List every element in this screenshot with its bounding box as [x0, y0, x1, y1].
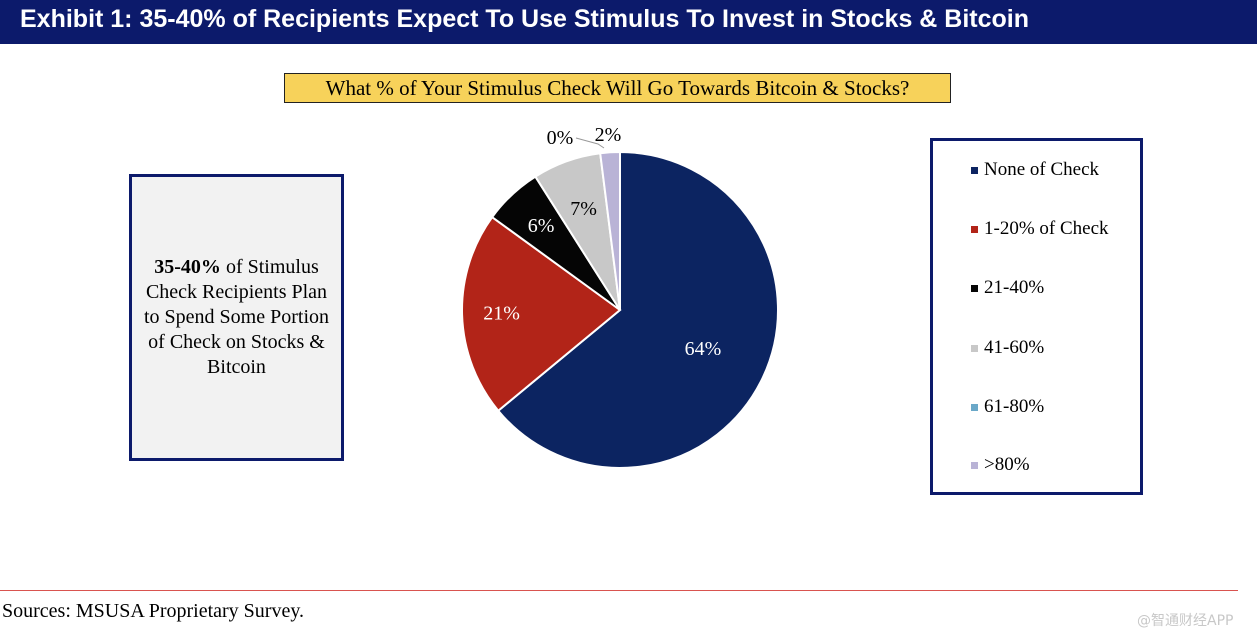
callout-body: of Stimulus Check Recipients Plan to Spe…: [143, 256, 329, 378]
legend-item: >80%: [971, 454, 1030, 476]
legend-swatch: [971, 166, 978, 174]
callout-bold: 35-40%: [154, 256, 221, 278]
legend-label: 1-20% of Check: [984, 218, 1109, 239]
callout-text: 35-40% of Stimulus Check Recipients Plan…: [142, 255, 332, 380]
pie-slice-6: [599, 150, 621, 311]
chart-title: What % of Your Stimulus Check Will Go To…: [284, 73, 951, 103]
legend-item: 21-40%: [971, 277, 1044, 299]
pie-label-1: 64%: [685, 338, 722, 360]
exhibit-title: Exhibit 1: 35-40% of Recipients Expect T…: [20, 5, 1030, 33]
legend-label: 21-40%: [984, 277, 1045, 298]
legend-label: None of Check: [984, 159, 1100, 180]
pie-chart: 64% 21% 6% 7% 0% 2%: [461, 124, 779, 469]
divider: [0, 590, 1238, 591]
pie-slice-1: [496, 150, 779, 469]
legend-item: None of Check: [971, 159, 1099, 181]
pie-label-4: 7%: [570, 198, 597, 220]
legend-swatch: [971, 225, 978, 233]
callout-box: 35-40% of Stimulus Check Recipients Plan…: [129, 174, 344, 461]
pie-slice-2: [461, 215, 622, 413]
pie-label-2: 21%: [483, 303, 520, 325]
legend-label: 41-60%: [984, 337, 1045, 358]
pie-label-5: 0%: [547, 127, 574, 149]
pie-label-3: 6%: [528, 215, 555, 237]
legend-item: 41-60%: [971, 337, 1044, 359]
legend-item: 1-20% of Check: [971, 218, 1109, 240]
legend-label: >80%: [984, 454, 1030, 475]
legend-swatch: [971, 344, 978, 352]
legend-label: 61-80%: [984, 396, 1045, 417]
legend-swatch: [971, 284, 978, 292]
legend-item: 61-80%: [971, 396, 1044, 418]
legend-swatch: [971, 461, 978, 469]
watermark: @智通财经APP: [1137, 613, 1234, 629]
header-bar: Exhibit 1: 35-40% of Recipients Expect T…: [0, 0, 1257, 44]
pie-label-6: 2%: [595, 124, 622, 146]
legend-swatch: [971, 403, 978, 411]
legend: None of Check 1-20% of Check 21-40% 41-60% 6…: [930, 138, 1143, 495]
leader-line: [575, 137, 605, 149]
source-note: Sources: MSUSA Proprietary Survey.: [2, 600, 305, 622]
